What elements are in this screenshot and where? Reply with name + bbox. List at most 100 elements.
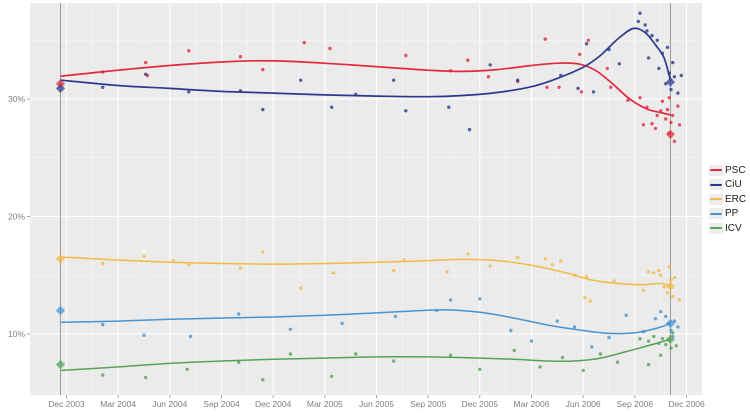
x-axis-label: Mar 2004 xyxy=(100,399,136,409)
poll-point xyxy=(584,274,589,279)
poll-point xyxy=(641,123,646,127)
psc-trend-line xyxy=(60,59,672,116)
poll-point xyxy=(655,38,659,42)
legend-item-psc: PSC xyxy=(709,163,749,178)
poll-point xyxy=(185,367,189,371)
y-axis-label: 10% xyxy=(8,329,25,339)
poll-point xyxy=(237,312,241,316)
poll-point xyxy=(660,99,665,104)
legend-key-erc xyxy=(709,193,723,205)
poll-point xyxy=(588,299,592,303)
x-axis-label: Jun 2004 xyxy=(152,399,187,409)
poll-point xyxy=(142,333,146,337)
poll-point xyxy=(665,291,670,295)
x-axis-label: Dec 2004 xyxy=(255,399,292,409)
poll-point xyxy=(662,285,666,289)
pp-2003-result-marker xyxy=(55,305,66,316)
poll-point xyxy=(650,122,654,126)
poll-point xyxy=(101,322,105,327)
erc-line-swatch-icon xyxy=(710,198,722,201)
poll-point xyxy=(576,86,580,91)
legend-key-icv xyxy=(709,222,723,234)
icv-2003-result-marker xyxy=(55,359,66,370)
poll-point xyxy=(646,56,651,60)
poll-point xyxy=(612,279,616,283)
icv-2006-result-marker xyxy=(665,334,676,344)
poll-point xyxy=(538,365,542,369)
poll-point xyxy=(646,362,651,367)
poll-point xyxy=(330,105,334,109)
poll-point xyxy=(609,85,613,90)
poll-point xyxy=(676,325,680,329)
poll-point xyxy=(617,62,621,66)
legend-label-pp: PP xyxy=(725,208,739,220)
poll-point xyxy=(144,375,148,380)
poll-point xyxy=(404,53,408,58)
poll-point xyxy=(669,346,673,350)
poll-point xyxy=(550,263,554,267)
poll-point xyxy=(586,38,590,42)
poll-point xyxy=(652,271,656,275)
poll-point xyxy=(445,270,449,274)
poll-point xyxy=(660,337,665,341)
psc-line-swatch-icon xyxy=(710,169,722,172)
poll-point xyxy=(671,331,675,335)
x-axis-label: Dec 2006 xyxy=(668,399,705,409)
legend-item-icv: ICV xyxy=(709,221,749,236)
ciu-2003-result-marker xyxy=(55,83,66,94)
poll-point xyxy=(671,294,675,299)
poll-point xyxy=(543,37,547,41)
y-axis-label: 20% xyxy=(8,212,25,222)
poll-point xyxy=(659,353,663,357)
poll-point xyxy=(516,255,520,260)
pp-line-swatch-icon xyxy=(710,212,722,215)
poll-point xyxy=(559,259,563,263)
legend-item-pp: PP xyxy=(709,207,749,222)
poll-point xyxy=(607,335,611,340)
psc-2003-result-marker xyxy=(55,79,66,89)
poll-point xyxy=(187,90,191,94)
erc-2006-result-marker xyxy=(665,281,676,292)
psc-2006-result-marker xyxy=(665,129,676,139)
poll-point xyxy=(672,275,677,280)
poll-point xyxy=(392,359,396,363)
poll-point xyxy=(581,368,585,373)
poll-point xyxy=(302,40,306,45)
poll-point xyxy=(672,139,677,143)
poll-point xyxy=(261,378,265,382)
poll-point xyxy=(354,352,358,356)
legend-label-erc: ERC xyxy=(725,193,747,205)
poll-point xyxy=(638,337,642,341)
poll-point xyxy=(664,117,668,121)
erc-poll-points xyxy=(101,250,682,303)
poll-point xyxy=(478,367,482,371)
poll-point xyxy=(448,353,453,357)
poll-point xyxy=(659,310,663,314)
erc-trend-line xyxy=(60,256,672,287)
poll-point xyxy=(579,90,584,94)
poll-point xyxy=(672,75,677,79)
poll-point xyxy=(677,298,682,302)
poll-point xyxy=(653,317,658,321)
poll-point xyxy=(187,49,191,53)
poll-point xyxy=(101,373,105,377)
poll-point xyxy=(545,85,549,90)
poll-point xyxy=(144,72,148,77)
poll-point xyxy=(328,46,332,51)
poll-point xyxy=(560,355,565,360)
poll-point xyxy=(676,104,680,108)
poll-point xyxy=(261,250,265,254)
poll-point xyxy=(584,42,589,46)
x-axis-label: Sep 2004 xyxy=(203,399,240,409)
ciu-2006-result-marker xyxy=(665,77,676,87)
poll-point xyxy=(466,58,470,62)
x-axis-label: Jun 2006 xyxy=(566,399,601,409)
poll-point xyxy=(657,66,661,71)
poll-point xyxy=(676,91,680,95)
poll-point xyxy=(557,85,561,90)
poll-point xyxy=(340,321,344,326)
poll-point xyxy=(486,75,491,79)
poll-point xyxy=(664,314,668,319)
poll-point xyxy=(488,63,492,67)
